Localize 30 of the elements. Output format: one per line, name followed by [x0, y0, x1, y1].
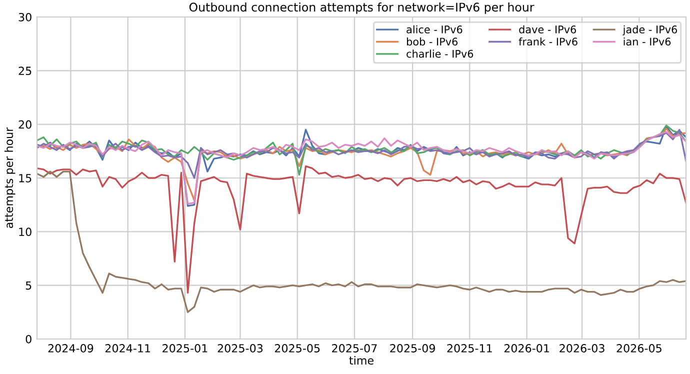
line-series: [37, 165, 686, 294]
x-tick-label: 2025-07: [332, 344, 377, 352]
y-tick-label: 25: [18, 66, 32, 76]
y-tick-label: 10: [19, 228, 32, 236]
legend-label: charlie - IPv6: [406, 50, 474, 58]
y-tick-label: 30: [18, 12, 32, 22]
x-tick-label: 2024-09: [48, 344, 94, 352]
legend-label: bob - IPv6: [406, 38, 458, 46]
y-tick-label: 20: [18, 120, 32, 129]
x-axis-title: time: [349, 356, 374, 365]
x-tick-label: 2025-03: [218, 344, 263, 352]
legend-label: frank - IPv6: [518, 38, 578, 46]
y-tick-label: 0: [26, 334, 32, 344]
y-tick-label: 15: [19, 174, 32, 182]
x-tick-label: 2026-03: [560, 344, 604, 352]
y-axis-title: attempts per hour: [4, 127, 16, 228]
x-tick-label: 2026-05: [616, 344, 662, 352]
chart-title: Outbound connection attempts for network=IPv6 per hour: [189, 2, 534, 14]
y-tick-label: 5: [26, 281, 32, 290]
line-series: [37, 170, 686, 313]
x-tick-label: 2025-11: [447, 344, 492, 352]
legend-label: jade - IPv6: [622, 25, 678, 36]
x-tick-label: 2025-01: [162, 344, 208, 352]
x-tick-label: 2026-01: [504, 344, 549, 352]
legend-label: ian - IPv6: [624, 38, 671, 46]
legend-label: alice - IPv6: [406, 25, 462, 34]
x-tick-label: 2025-09: [390, 344, 435, 352]
legend-label: dave - IPv6: [519, 25, 576, 34]
x-tick-label: 2025-05: [274, 344, 320, 352]
x-tick-label: 2024-11: [105, 344, 150, 352]
